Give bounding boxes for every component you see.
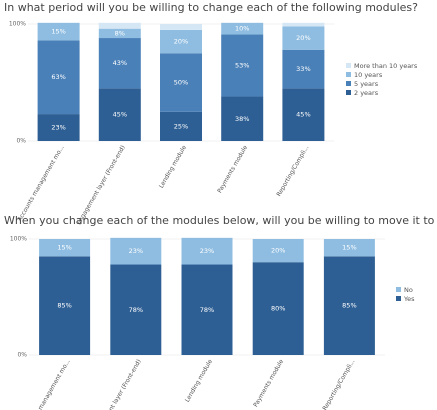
- data-label: 5%: [176, 17, 186, 25]
- bar-segment: [282, 26, 325, 50]
- data-label: 10%: [235, 25, 249, 33]
- bar-segment: [37, 114, 80, 141]
- data-label: 38%: [235, 115, 249, 123]
- y-tick-label: 0%: [16, 138, 26, 145]
- data-label: 15%: [51, 28, 65, 36]
- data-label: 85%: [57, 302, 71, 310]
- data-label: 33%: [296, 65, 310, 73]
- legend-swatch: [346, 90, 351, 95]
- legend-swatch: [396, 296, 401, 301]
- bar-segment: [39, 256, 91, 355]
- x-tick-label: Reporting/Compli...: [321, 358, 356, 410]
- bar-segment: [282, 22, 325, 27]
- bar-segment: [160, 24, 202, 30]
- legend-label: No: [404, 286, 413, 294]
- x-tick-label: Accounts management mo...: [22, 358, 71, 410]
- x-tick-label: Accounts management mo...: [16, 144, 65, 222]
- data-label: 23%: [200, 247, 214, 255]
- data-label: 78%: [200, 306, 214, 314]
- legend-label: 2 years: [354, 89, 379, 97]
- bar-segment: [181, 264, 233, 355]
- y-tick-label: 100%: [10, 236, 27, 243]
- x-tick-label: Payments module: [252, 358, 285, 408]
- data-label: 43%: [113, 59, 127, 67]
- bar-segment: [181, 237, 233, 265]
- bar-segment: [110, 264, 162, 355]
- data-label: 20%: [296, 34, 310, 42]
- bar-segment: [98, 88, 141, 141]
- bar-segment: [110, 237, 162, 265]
- bar-segment: [221, 22, 264, 35]
- data-label: 8%: [115, 29, 125, 37]
- bar-segment: [252, 262, 304, 355]
- y-tick-label: 0%: [17, 352, 27, 359]
- data-label: 45%: [113, 111, 127, 119]
- data-label: 5%: [115, 16, 125, 24]
- chart-title: When you change each of the modules belo…: [4, 214, 437, 227]
- bar-segment: [98, 38, 141, 89]
- bar-segment: [39, 239, 91, 257]
- bar-segment: [160, 111, 202, 141]
- legend-swatch: [346, 63, 351, 68]
- x-tick-label: Lending module: [184, 358, 214, 404]
- chart-title: In what period will you be willing to ch…: [4, 1, 418, 14]
- x-tick-label: Payments module: [216, 144, 249, 194]
- legend-label: More than 10 years: [354, 62, 418, 70]
- y-tick-label: 100%: [9, 21, 26, 28]
- data-label: 45%: [296, 111, 310, 119]
- legend-label: Yes: [403, 295, 415, 303]
- bar-segment: [37, 40, 80, 115]
- data-label: 15%: [342, 244, 356, 252]
- legend-swatch: [396, 287, 401, 292]
- bar-segment: [323, 239, 375, 257]
- data-label: 15%: [57, 244, 71, 252]
- data-label: 23%: [129, 247, 143, 255]
- legend-label: 10 years: [354, 71, 383, 79]
- x-tick-label: Engagement layer (Front-end): [92, 358, 143, 410]
- bar-segment: [160, 53, 202, 112]
- bar-segment: [221, 34, 264, 97]
- legend-swatch: [346, 81, 351, 86]
- data-label: 50%: [174, 79, 188, 87]
- bar-segment: [252, 239, 304, 263]
- bar-segment: [282, 49, 325, 89]
- legend-swatch: [346, 72, 351, 77]
- data-label: 85%: [342, 302, 356, 310]
- bar-segment: [37, 22, 80, 41]
- data-label: 20%: [271, 247, 285, 255]
- bar-segment: [98, 28, 141, 39]
- x-tick-label: Lending module: [158, 144, 188, 190]
- data-label: 23%: [51, 124, 65, 132]
- data-label: 25%: [174, 122, 188, 130]
- bar-segment: [282, 88, 325, 141]
- legend-label: 5 years: [354, 80, 379, 88]
- data-label: 78%: [129, 306, 143, 314]
- data-label: 3%: [298, 16, 308, 24]
- data-label: 53%: [235, 62, 249, 70]
- data-label: 80%: [271, 305, 285, 313]
- data-label: 63%: [51, 73, 65, 81]
- bar-segment: [98, 22, 141, 29]
- bar-segment: [323, 256, 375, 355]
- data-label: 20%: [174, 38, 188, 46]
- bar-segment: [160, 29, 202, 54]
- x-tick-label: Reporting/Compli...: [275, 144, 310, 198]
- bar-segment: [221, 96, 264, 141]
